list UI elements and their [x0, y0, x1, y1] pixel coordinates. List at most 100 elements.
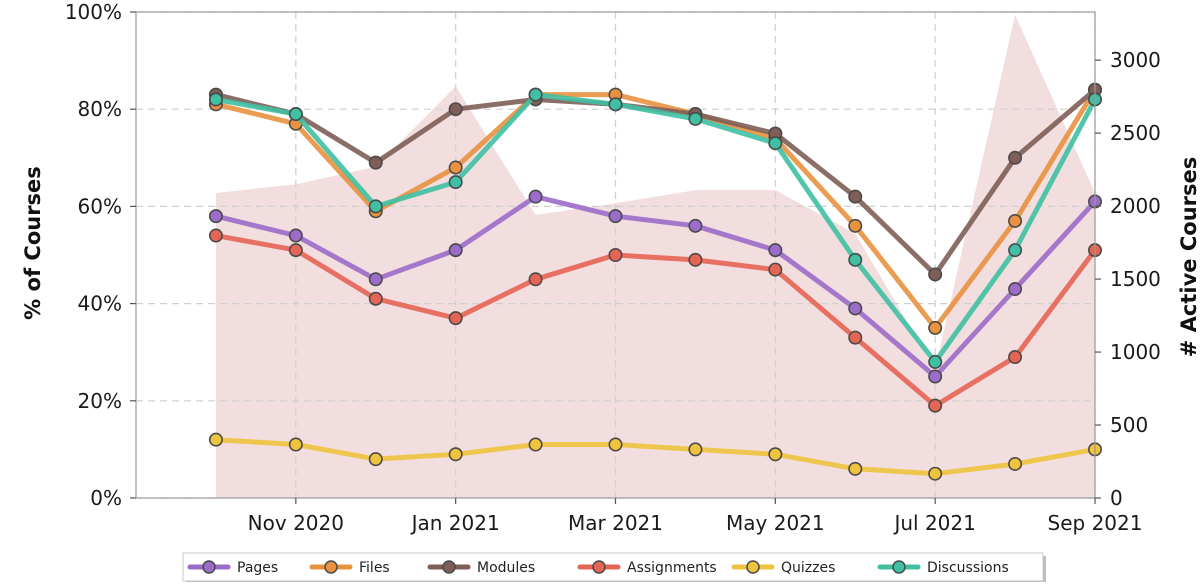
series-pages — [208, 189, 1103, 384]
data-point — [608, 248, 623, 263]
y-axis-right-title: # Active Courses — [1177, 157, 1201, 357]
data-point — [928, 267, 943, 282]
legend-entry-quizzes: Quizzes — [731, 560, 835, 576]
data-point — [288, 437, 303, 452]
data-point — [688, 252, 703, 267]
data-point — [848, 461, 863, 476]
data-point — [448, 175, 463, 190]
data-point — [208, 432, 223, 447]
y-left-tick-label: 40% — [78, 292, 122, 316]
data-point — [1008, 282, 1023, 297]
y-right-tick-label: 3000 — [1110, 48, 1161, 72]
legend-marker — [324, 560, 338, 574]
data-point — [848, 218, 863, 233]
data-point — [288, 243, 303, 258]
y-right-tick-label: 1500 — [1110, 267, 1161, 291]
legend: Pages Files Modules Assignments Quizzes Discu… — [182, 552, 1046, 584]
data-point — [528, 87, 543, 102]
series-line — [213, 87, 1098, 331]
y-left-tick-label: 80% — [78, 97, 122, 121]
legend-marker — [592, 560, 606, 574]
legend-entry-files: Files — [309, 560, 390, 576]
y-right-tick-label: 2000 — [1110, 194, 1161, 218]
series-line — [213, 437, 1098, 477]
data-point — [608, 209, 623, 224]
series-assignments — [208, 228, 1103, 413]
data-point — [368, 199, 383, 214]
data-point — [928, 354, 943, 369]
data-point — [768, 136, 783, 151]
data-point — [1008, 350, 1023, 365]
data-point — [928, 320, 943, 335]
legend-entry-modules: Modules — [427, 560, 535, 576]
data-point — [368, 155, 383, 170]
data-point — [848, 189, 863, 204]
legend-label: Discussions — [927, 560, 1009, 576]
data-point — [848, 330, 863, 345]
y-left-tick-label: 20% — [78, 389, 122, 413]
legend-label: Pages — [237, 560, 278, 576]
x-tick-label: Jan 2021 — [410, 511, 500, 535]
data-point — [368, 272, 383, 287]
data-point — [288, 107, 303, 122]
legend-label: Quizzes — [781, 560, 835, 576]
data-point — [448, 311, 463, 326]
data-point — [448, 243, 463, 258]
data-point — [208, 92, 223, 107]
y-right-tick-label: 2500 — [1110, 121, 1161, 145]
data-point — [448, 447, 463, 462]
data-point — [1008, 456, 1023, 471]
data-point — [768, 262, 783, 277]
data-point — [368, 452, 383, 467]
data-point — [688, 218, 703, 233]
data-point — [848, 301, 863, 316]
y-left-tick-label: 100% — [65, 0, 122, 24]
legend-label: Files — [359, 560, 390, 576]
legend-marker — [442, 560, 456, 574]
series-line — [213, 233, 1098, 409]
data-point — [448, 160, 463, 175]
data-point — [928, 466, 943, 481]
legend-marker — [202, 560, 216, 574]
data-point — [448, 102, 463, 117]
data-point — [768, 243, 783, 258]
series-layer — [208, 82, 1103, 481]
x-tick-label: Mar 2021 — [568, 511, 663, 535]
legend-marker — [746, 560, 760, 574]
data-point — [608, 97, 623, 112]
data-point — [688, 442, 703, 457]
x-tick-label: May 2021 — [726, 511, 825, 535]
data-point — [528, 437, 543, 452]
x-tick-label: Nov 2020 — [248, 511, 344, 535]
legend-entry-discussions: Discussions — [877, 560, 1009, 576]
data-point — [528, 272, 543, 287]
legend-entry-pages: Pages — [187, 560, 278, 576]
data-point — [208, 228, 223, 243]
series-line — [213, 194, 1098, 379]
data-point — [768, 447, 783, 462]
data-point — [848, 252, 863, 267]
series-line — [213, 92, 1098, 365]
data-point — [208, 209, 223, 224]
y-right-tick-label: 500 — [1110, 413, 1148, 437]
y-right-tick-label: 1000 — [1110, 340, 1161, 364]
data-point — [368, 291, 383, 306]
data-point — [1008, 150, 1023, 165]
y-left-tick-label: 0% — [90, 486, 122, 510]
legend-entry-assignments: Assignments — [577, 560, 717, 576]
y-right-tick-label: 0 — [1110, 486, 1123, 510]
data-point — [688, 111, 703, 126]
data-point — [288, 228, 303, 243]
data-point — [1008, 213, 1023, 228]
data-point — [928, 369, 943, 384]
y-axis-left-title: % of Courses — [21, 166, 45, 320]
y-left-tick-label: 60% — [78, 194, 122, 218]
legend-label: Assignments — [627, 560, 717, 576]
legend-label: Modules — [477, 560, 535, 576]
data-point — [608, 437, 623, 452]
data-point — [1008, 243, 1023, 258]
data-point — [528, 189, 543, 204]
legend-marker — [892, 560, 906, 574]
